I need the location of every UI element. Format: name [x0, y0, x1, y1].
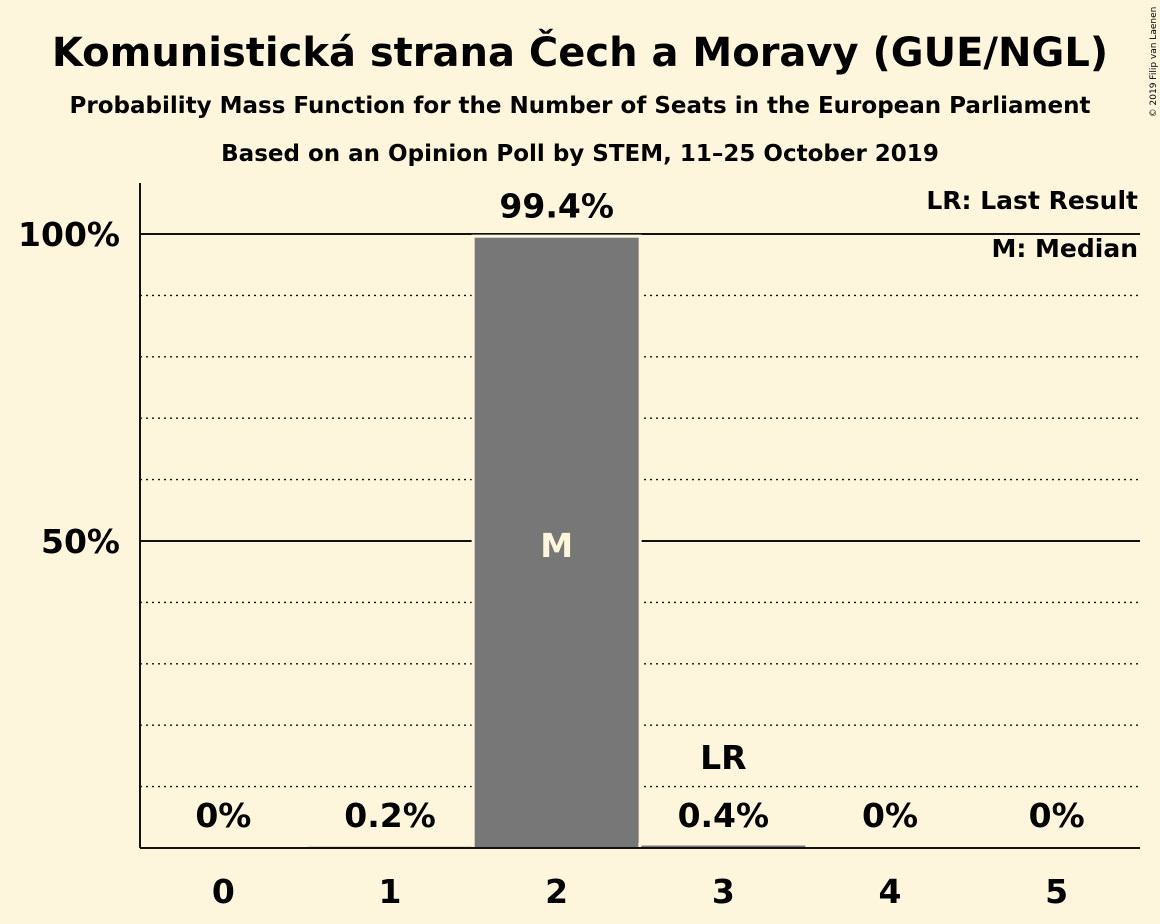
bar [474, 237, 639, 848]
y-tick-labels: 50% 100% [18, 215, 120, 561]
value-label: 0.2% [344, 796, 436, 835]
chart-subtitle: Probability Mass Function for the Number… [70, 93, 1091, 119]
x-tick-label: 3 [712, 872, 735, 911]
chart-subtitle-poll: Based on an Opinion Poll by STEM, 11–25 … [221, 141, 939, 167]
bar-halo [305, 843, 475, 848]
x-tick-label: 4 [879, 872, 902, 911]
copyright-notice: © 2019 Filip van Laenen [1149, 7, 1159, 118]
y-tick-label: 100% [18, 215, 120, 254]
y-tick-label: 50% [41, 522, 120, 561]
last-result-marker: LR [700, 738, 746, 777]
chart-title: Komunistická strana Čech a Moravy (GUE/N… [52, 28, 1108, 76]
bar-halo [638, 842, 809, 848]
median-marker: M [540, 526, 573, 565]
value-label: 0% [1029, 796, 1085, 835]
x-tick-label: 1 [379, 872, 402, 911]
x-tick-label: 0 [212, 872, 235, 911]
value-label: 0% [195, 796, 251, 835]
value-label: 99.4% [499, 187, 614, 226]
x-tick-label: 5 [1045, 872, 1068, 911]
x-tick-label: 2 [545, 872, 568, 911]
value-labels: 0% 0.2% 99.4% 0.4% 0% 0% [195, 187, 1084, 835]
value-label: 0% [862, 796, 918, 835]
legend-median: M: Median [991, 234, 1138, 263]
bar [641, 845, 806, 848]
bars [305, 234, 809, 848]
x-tick-labels: 0 1 2 3 4 5 [212, 872, 1068, 911]
legend-last-result: LR: Last Result [926, 186, 1138, 215]
value-label: 0.4% [678, 796, 770, 835]
markers: M LR [540, 526, 746, 777]
